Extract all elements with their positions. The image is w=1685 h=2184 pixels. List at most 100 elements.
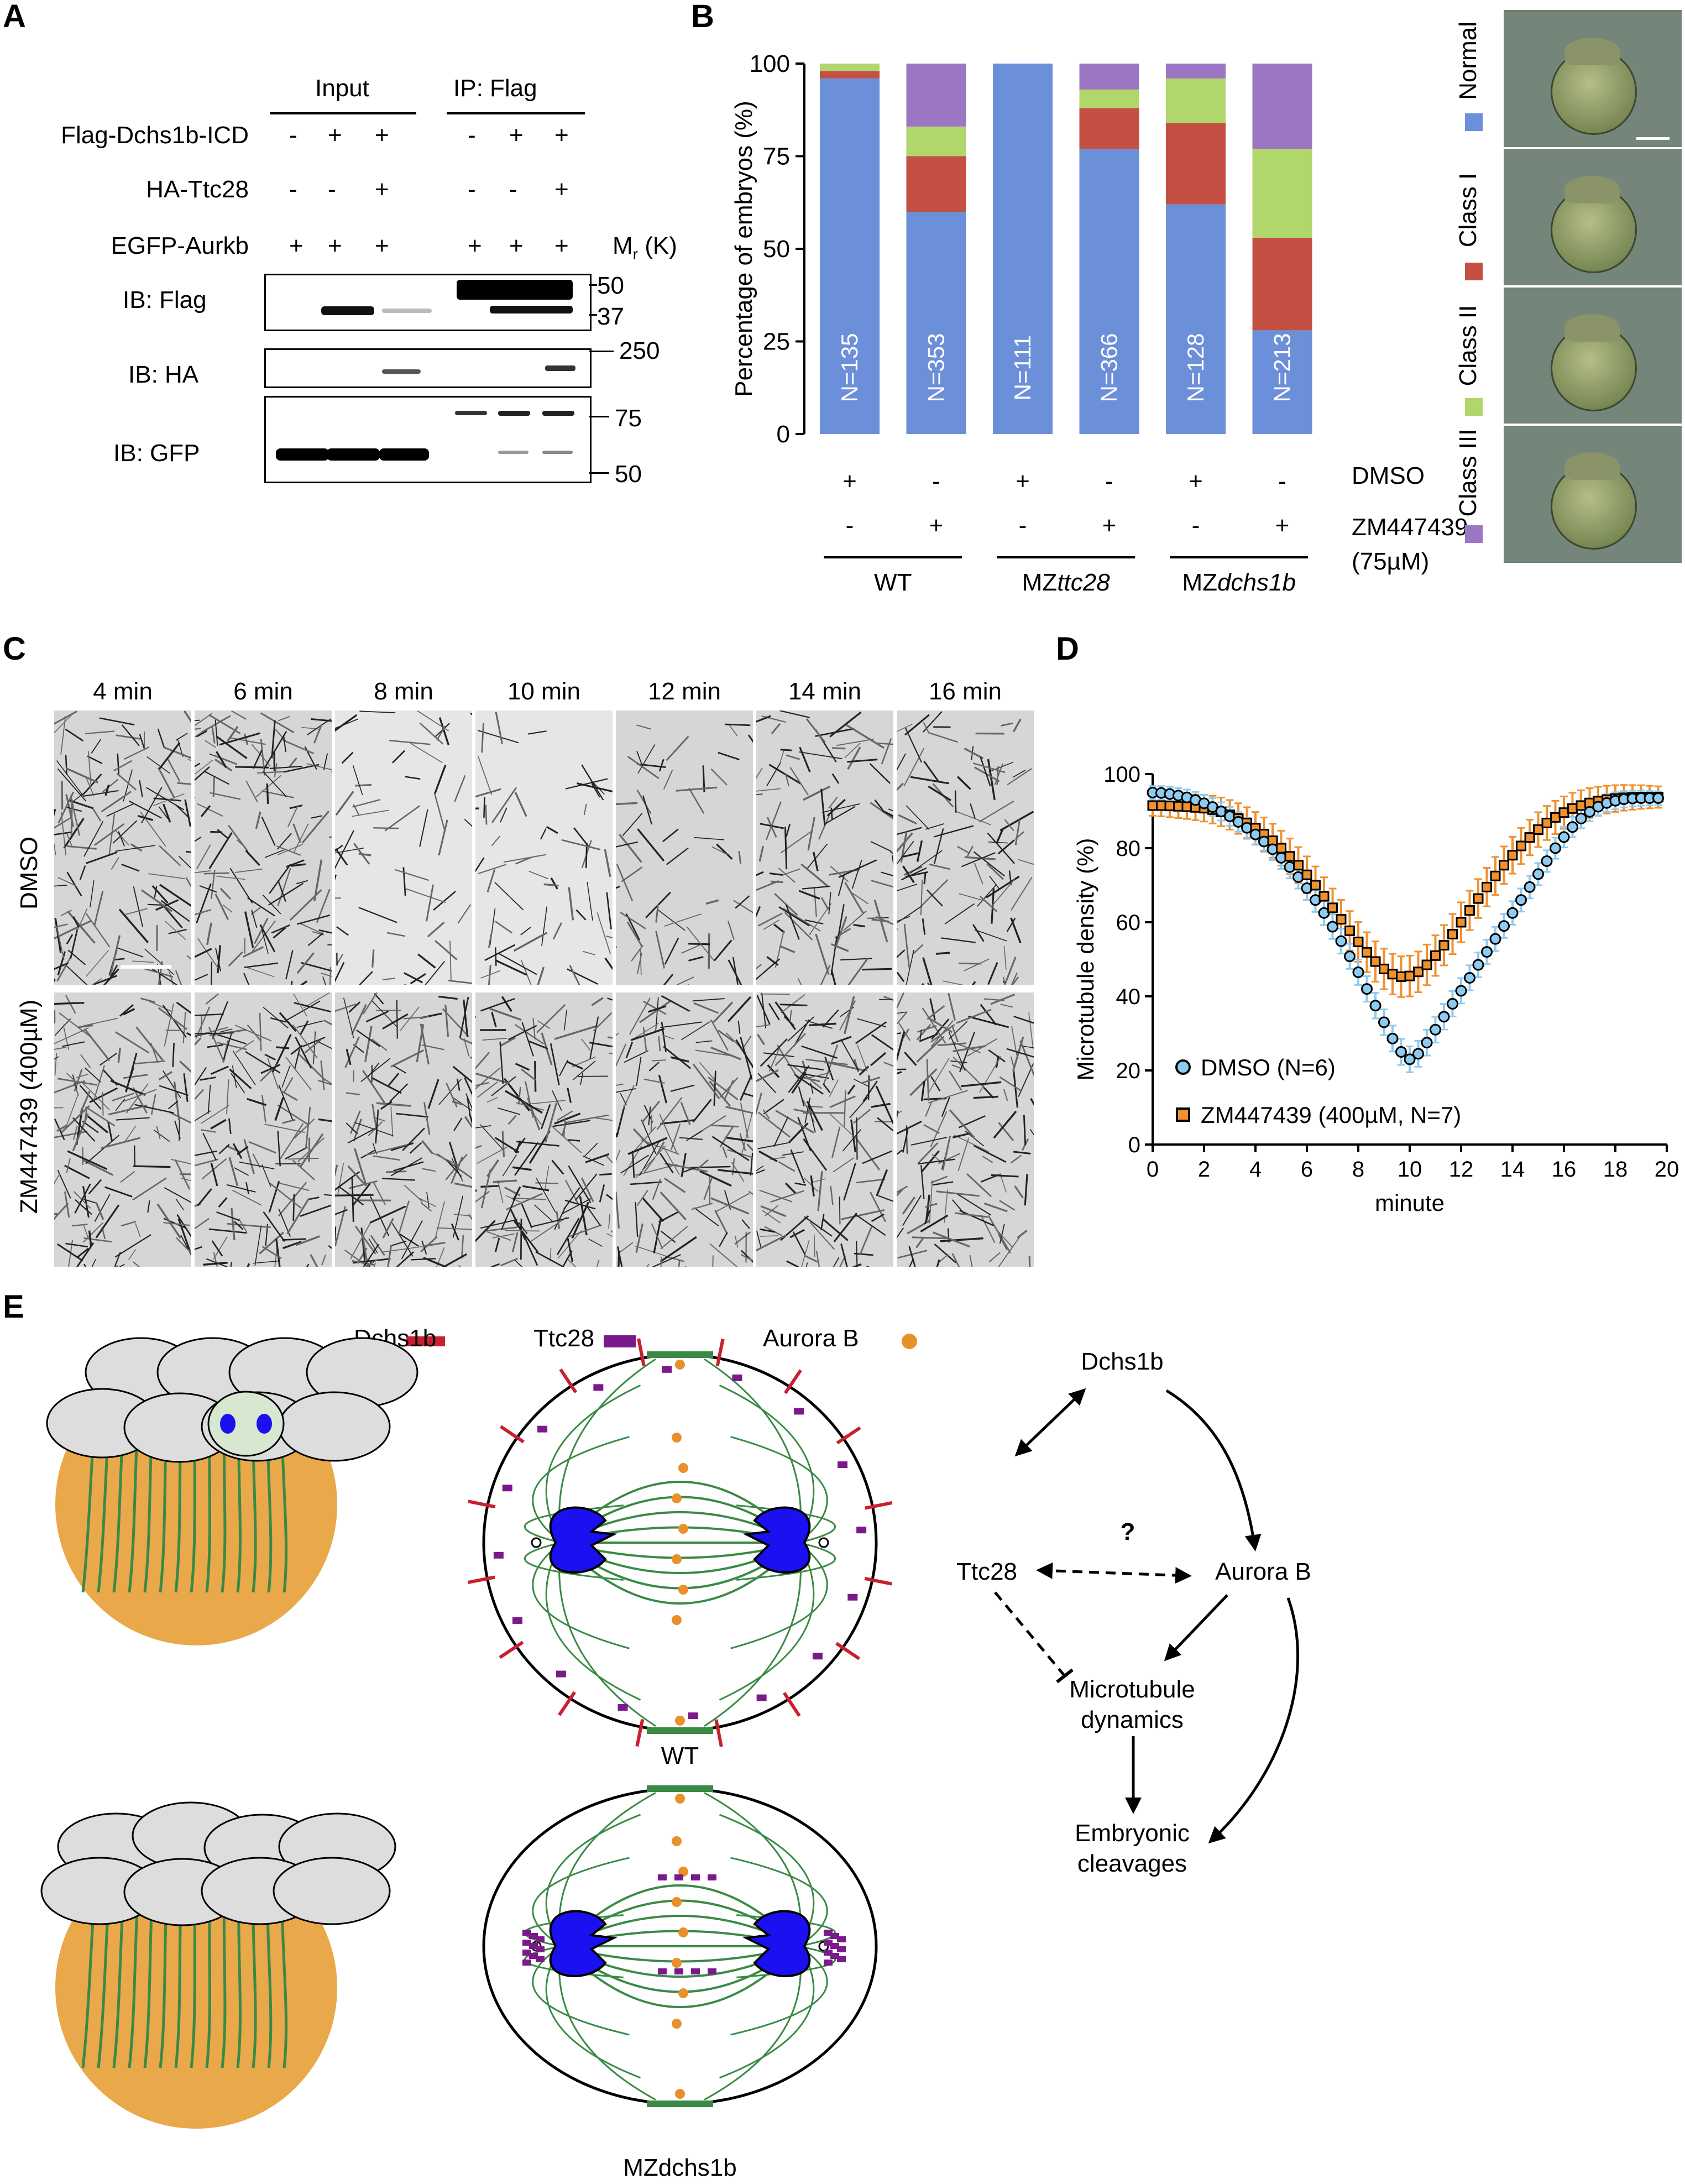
microtubule-filament <box>106 803 134 817</box>
microtubule-filament <box>59 1012 91 1038</box>
microtubule-filament <box>125 908 148 915</box>
microtubule-filament <box>353 1070 354 1082</box>
y-axis-label: Microtubule density (%) <box>1072 838 1098 1081</box>
microtubule-filament <box>311 718 332 722</box>
microtubule-filament <box>999 1224 1005 1244</box>
microtubule-filament <box>222 1033 232 1063</box>
micrograph-lines <box>475 996 613 1267</box>
microtubule-filament <box>358 907 397 923</box>
microtubule-filament <box>579 1196 588 1236</box>
microtubule-filament <box>335 844 343 852</box>
microtubule-filament <box>741 1114 753 1155</box>
microtubule-filament <box>782 1151 804 1156</box>
data-point-dmso <box>1412 1048 1424 1060</box>
microtubule-filament <box>996 766 999 785</box>
ip-underline <box>447 112 585 114</box>
microtubule-filament <box>790 1149 805 1184</box>
microtubule-filament <box>74 1183 91 1214</box>
band <box>457 280 573 300</box>
microtubule-filament <box>300 1020 309 1035</box>
microtubule-filament <box>857 1044 868 1072</box>
microtubule-filament <box>313 1031 316 1064</box>
microtubule-filament <box>778 868 796 883</box>
microtubule-filament <box>382 978 395 980</box>
microtubule-filament <box>775 1110 814 1133</box>
data-point-dmso <box>1566 821 1578 833</box>
microtubule-filament <box>964 856 996 860</box>
microtubule-filament <box>929 863 950 870</box>
cortex-patch <box>647 1727 713 1734</box>
ttc28-mark <box>658 1968 667 1974</box>
microtubule-filament <box>923 872 927 885</box>
microtubule-filament <box>1024 1173 1028 1206</box>
microtubule-filament <box>957 1138 969 1172</box>
data-point-zm <box>1515 840 1526 851</box>
microtubule-filament <box>956 811 991 825</box>
microtubule-filament <box>158 1007 187 1030</box>
microtubule-filament <box>766 817 777 838</box>
microtubule-filament <box>231 1073 245 1094</box>
microtubule-filament <box>881 809 893 818</box>
microtubule-filament <box>195 1067 207 1085</box>
data-point-dmso <box>1378 1016 1390 1028</box>
microtubule-filament <box>195 762 201 767</box>
microtubule-filament <box>85 730 115 735</box>
microtubule-filament <box>536 1004 566 1033</box>
bar-segment-class-ii <box>906 126 966 156</box>
microtubule-filament <box>919 1030 922 1042</box>
panel-letter-a: A <box>3 0 26 34</box>
microtubule-filament <box>280 1090 298 1101</box>
microtubule-filament <box>399 1233 420 1247</box>
microtubule-filament <box>563 1187 580 1210</box>
microtubule-filament <box>65 728 84 742</box>
microtubule-filament <box>456 1078 461 1091</box>
microtubule-filament <box>1023 1115 1027 1146</box>
microtubule-filament <box>453 1117 463 1131</box>
microtubule-filament <box>1007 768 1032 786</box>
microtubule-filament <box>179 855 191 869</box>
microtubule-filament <box>923 722 929 733</box>
microtubule-filament <box>135 1026 164 1061</box>
marker-37: 37 <box>597 303 624 330</box>
microtubule-filament <box>86 950 109 977</box>
cortex-patch <box>647 1785 713 1792</box>
microtubule-filament <box>830 970 836 985</box>
microtubule-filament <box>688 787 705 814</box>
microtubule-filament <box>770 880 783 884</box>
microtubule-filament <box>862 1080 878 1102</box>
microtubule-filament <box>335 1003 357 1012</box>
microtubule-filament <box>728 724 738 737</box>
ttc28-mark <box>522 1950 531 1956</box>
microtubule-filament <box>814 1234 815 1257</box>
microtubule-filament <box>591 783 600 798</box>
microtubule-filament <box>451 1158 463 1182</box>
microtubule-filament <box>533 1204 554 1222</box>
microtubule-filament <box>500 1037 516 1047</box>
microtubule-filament <box>901 867 927 881</box>
dchs1b-mark <box>864 1576 892 1586</box>
microtubule-filament <box>563 1010 567 1031</box>
microtubule-filament <box>1010 1056 1015 1069</box>
microtubule-filament <box>897 928 898 931</box>
microtubule-filament <box>910 1137 948 1146</box>
microtubule-filament <box>293 994 307 1017</box>
microtubule-filament <box>660 1119 695 1125</box>
microtubule-filament <box>779 749 785 763</box>
microtubule-filament <box>286 1198 310 1235</box>
microtubule-filament <box>197 803 223 817</box>
microtubule-filament <box>175 804 190 819</box>
microtubule-filament <box>897 905 923 924</box>
microtubule-filament <box>489 1007 522 1021</box>
microtubule-filament <box>80 1054 91 1069</box>
microtubule-filament <box>391 1222 414 1257</box>
dividing-cell <box>207 1391 285 1457</box>
microtubule-filament <box>207 1044 223 1048</box>
microtubule-filament <box>142 967 174 978</box>
microtubule-filament <box>651 1059 667 1062</box>
microtubule-filament <box>788 1122 809 1144</box>
microtubule-filament <box>208 832 233 869</box>
panel-letter-b: B <box>691 0 714 34</box>
microtubule-filament <box>875 742 893 745</box>
astral-microtubule <box>736 1542 836 1581</box>
microtubule-filament <box>622 1085 635 1110</box>
